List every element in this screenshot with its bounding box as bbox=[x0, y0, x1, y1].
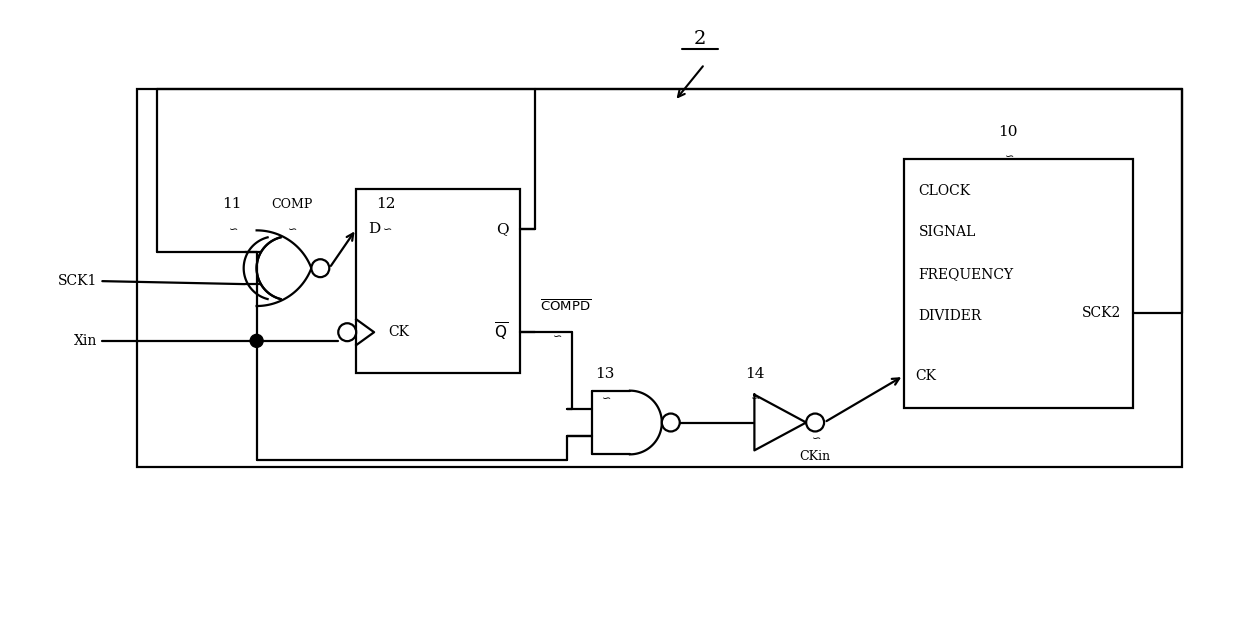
Text: D: D bbox=[368, 222, 381, 236]
Text: 13: 13 bbox=[595, 367, 615, 381]
Text: $\backsim$: $\backsim$ bbox=[599, 392, 611, 402]
Text: CKin: CKin bbox=[800, 450, 831, 464]
Text: FREQUENCY: FREQUENCY bbox=[919, 267, 1014, 281]
Text: $\overline{\mathrm{COMPD}}$: $\overline{\mathrm{COMPD}}$ bbox=[541, 299, 591, 314]
Text: $\backsim$: $\backsim$ bbox=[551, 331, 563, 341]
Circle shape bbox=[339, 323, 356, 341]
Bar bbox=[356, 189, 521, 373]
Text: 11: 11 bbox=[222, 197, 242, 211]
Circle shape bbox=[806, 414, 825, 432]
Text: Xin: Xin bbox=[74, 334, 98, 348]
Text: $\backsim$: $\backsim$ bbox=[748, 392, 760, 402]
Text: SCK1: SCK1 bbox=[58, 274, 98, 288]
Text: $\backsim$: $\backsim$ bbox=[226, 224, 238, 234]
Text: $\backsim$: $\backsim$ bbox=[379, 224, 392, 234]
Text: $\overline{\mathsf{Q}}$: $\overline{\mathsf{Q}}$ bbox=[495, 321, 508, 343]
Text: 10: 10 bbox=[998, 125, 1018, 139]
Text: SCK2: SCK2 bbox=[1081, 306, 1121, 320]
Bar bbox=[904, 159, 1132, 407]
Circle shape bbox=[311, 259, 330, 277]
Text: $\backsim$: $\backsim$ bbox=[1002, 151, 1014, 161]
Text: Q: Q bbox=[496, 222, 508, 236]
Text: 14: 14 bbox=[745, 367, 764, 381]
Text: $\backsim$: $\backsim$ bbox=[808, 432, 821, 442]
Text: DIVIDER: DIVIDER bbox=[919, 309, 982, 323]
Circle shape bbox=[250, 335, 263, 348]
Text: CK: CK bbox=[915, 369, 936, 383]
Text: $\backsim$: $\backsim$ bbox=[285, 224, 298, 234]
Text: COMP: COMP bbox=[270, 199, 312, 211]
Text: SIGNAL: SIGNAL bbox=[919, 226, 976, 239]
Text: 2: 2 bbox=[693, 31, 706, 48]
Text: CK: CK bbox=[388, 325, 409, 339]
Text: CLOCK: CLOCK bbox=[919, 184, 971, 197]
Text: 12: 12 bbox=[376, 197, 396, 211]
Circle shape bbox=[662, 414, 680, 432]
Bar bbox=[138, 89, 1183, 467]
